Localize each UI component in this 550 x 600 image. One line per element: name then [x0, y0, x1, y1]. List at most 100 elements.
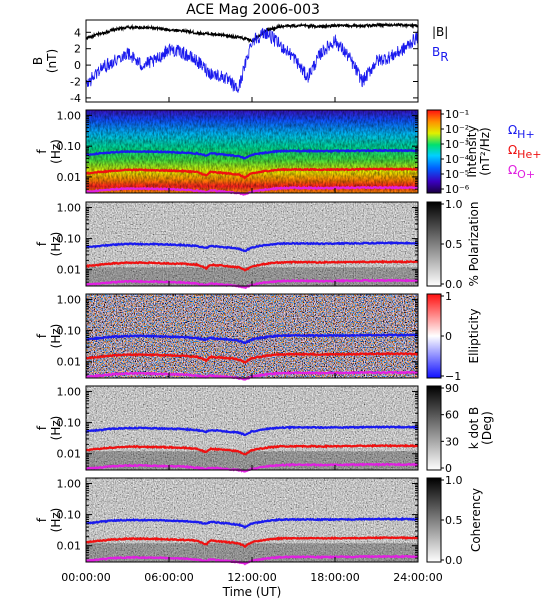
legend-omega-symbol: Ω	[508, 163, 517, 177]
colorbar-unit: (Deg)	[480, 411, 494, 445]
gyrofrequency-line-heplus	[85, 259, 419, 272]
colorbar	[426, 477, 442, 563]
legend-omega-symbol: Ω	[508, 123, 517, 137]
y-tick-label: 0.10	[57, 325, 82, 338]
y-tick-label: 0.10	[57, 233, 82, 246]
legend-br-subscript: R	[440, 50, 448, 64]
spectral-panel-5: 1.00 0.10 0.01 f (Hz) 1.0 0.5 0.0 Coherency	[35, 474, 483, 567]
colorbar-tick-label: 10⁻⁴	[445, 153, 470, 166]
gyrofrequency-line-hplus	[85, 516, 419, 530]
y-axis-label: f	[35, 241, 49, 246]
spectral-panel-3: 1.00 0.10 0.01 f (Hz) 1 0 −1 Ellipticity	[35, 290, 481, 383]
colorbar-tick-label: 90	[445, 382, 459, 395]
y-tick-label: 0.10	[57, 509, 82, 522]
gyrofrequency-line-heplus	[85, 167, 419, 180]
y-tick-label: 0.01	[57, 171, 82, 184]
colorbar-label: Intensity	[465, 125, 479, 177]
y-tick-label: 0.01	[57, 264, 82, 277]
chart-title: ACE Mag 2006-003	[186, 2, 320, 18]
y-tick-label: 0.01	[57, 356, 82, 369]
y-tick-label: 0.10	[57, 140, 82, 153]
colorbar-tick-label: 0	[445, 330, 452, 343]
legend-omega-subscript: H+	[517, 128, 535, 141]
gyrofrequency-line-heplus	[85, 443, 419, 456]
y-tick-label: 2	[74, 43, 81, 56]
y-tick-label: 1.00	[57, 477, 82, 490]
gyrofrequency-line-hplus	[85, 333, 419, 345]
y-axis-unit: (Hz)	[49, 324, 63, 349]
colorbar-tick-label: 0.0	[445, 278, 463, 291]
colorbar-tick-label: 0.5	[445, 514, 463, 527]
y-axis-unit: (Hz)	[49, 416, 63, 441]
gyrofrequency-line-hplus	[85, 425, 419, 436]
x-tick-label: 18:00:00	[310, 571, 359, 584]
y-tick-label: 0.10	[57, 417, 82, 430]
colorbar-tick-label: 10⁻⁵	[445, 168, 469, 181]
y-axis-label: B	[31, 57, 45, 65]
colorbar-tick-label: 60	[445, 409, 459, 422]
colorbar-tick-label: 1	[445, 290, 452, 303]
colorbar-tick-label: −1	[445, 370, 461, 383]
line-panel-bg	[86, 20, 418, 102]
gyrofrequency-line-hplus	[85, 148, 419, 160]
y-axis-unit: (Hz)	[49, 508, 63, 533]
legend-omega-oplus: ΩO+	[508, 163, 535, 181]
legend-omega-hplus: ΩH+	[508, 123, 535, 141]
colorbar	[426, 385, 442, 471]
y-axis-label: f	[35, 517, 49, 522]
y-axis-unit: (nT)	[45, 49, 59, 73]
gyrofrequency-line-heplus	[85, 352, 419, 364]
spectral-panel-1: 1.00 0.10 0.01 f (Hz) 10⁻¹ 10⁻² 10⁻³ 10⁻⁴ 10⁻⁵ 10⁻…	[35, 108, 541, 196]
y-tick-label: 1.00	[57, 293, 82, 306]
colorbar-label: % Polarization	[467, 202, 481, 287]
y-axis-label: f	[35, 425, 49, 430]
colorbar-tick-label: 10⁻²	[445, 123, 469, 136]
colorbar-tick-label: 0	[445, 462, 452, 475]
y-tick-label: 4	[74, 26, 81, 39]
legend-omega-subscript: O+	[517, 168, 535, 181]
colorbar-tick-label: 1.0	[445, 474, 463, 487]
legend-br-symbol: B	[432, 45, 440, 59]
spectral-panel-4: 1.00 0.10 0.01 f (Hz) 90 60 30 0 k dot B (Deg)	[35, 382, 494, 475]
gyrofrequency-line-heplus	[85, 535, 419, 549]
colorbar-label: Coherency	[469, 488, 483, 552]
colorbar-label: Ellipticity	[467, 309, 481, 364]
colorbar-tick-label: 1.0	[445, 198, 463, 211]
colorbar-tick-label: 10⁻³	[445, 138, 469, 151]
colorbar-tick-label: 0.0	[445, 554, 463, 567]
y-tick-label: -4	[70, 92, 81, 105]
y-tick-label: 0.01	[57, 540, 82, 553]
x-tick-label: 12:00:00	[227, 571, 276, 584]
colorbar	[426, 293, 442, 379]
series-line-br	[85, 27, 419, 94]
spectral-panel-2: 1.00 0.10 0.01 f (Hz) 1.0 0.5 0.0 % Polarization	[35, 198, 481, 291]
colorbar-tick-label: 10⁻¹	[445, 108, 469, 121]
gyrofrequency-line-hplus	[86, 240, 419, 253]
x-tick-label: 00:00:00	[61, 571, 110, 584]
series-line-babs	[85, 22, 419, 44]
colorbar-tick-label: 10⁻⁶	[445, 183, 470, 196]
y-tick-label: -2	[70, 76, 81, 89]
colorbar	[426, 201, 442, 287]
y-tick-label: 1.00	[57, 385, 82, 398]
y-axis-unit: (Hz)	[49, 139, 63, 164]
y-axis-label: f	[35, 333, 49, 338]
legend-omega-symbol: Ω	[508, 143, 517, 157]
y-axis-unit: (Hz)	[49, 232, 63, 257]
colorbar	[426, 109, 442, 194]
y-tick-label: 1.00	[57, 201, 82, 214]
legend-omega-subscript: He+	[517, 148, 541, 161]
y-tick-label: 0.01	[57, 448, 82, 461]
x-axis-label: Time (UT)	[222, 585, 282, 599]
y-tick-label: 1.00	[57, 109, 82, 122]
y-axis-label: f	[35, 149, 49, 154]
colorbar-label: k dot B	[467, 407, 481, 449]
legend-br: BR	[432, 45, 449, 64]
colorbar-tick-label: 30	[445, 435, 459, 448]
legend-babs: |B|	[432, 25, 448, 39]
legend-omega-heplus: ΩHe+	[508, 143, 541, 161]
x-tick-label: 24:00:00	[393, 571, 442, 584]
colorbar-tick-label: 0.5	[445, 238, 463, 251]
y-tick-label: 0	[74, 59, 81, 72]
